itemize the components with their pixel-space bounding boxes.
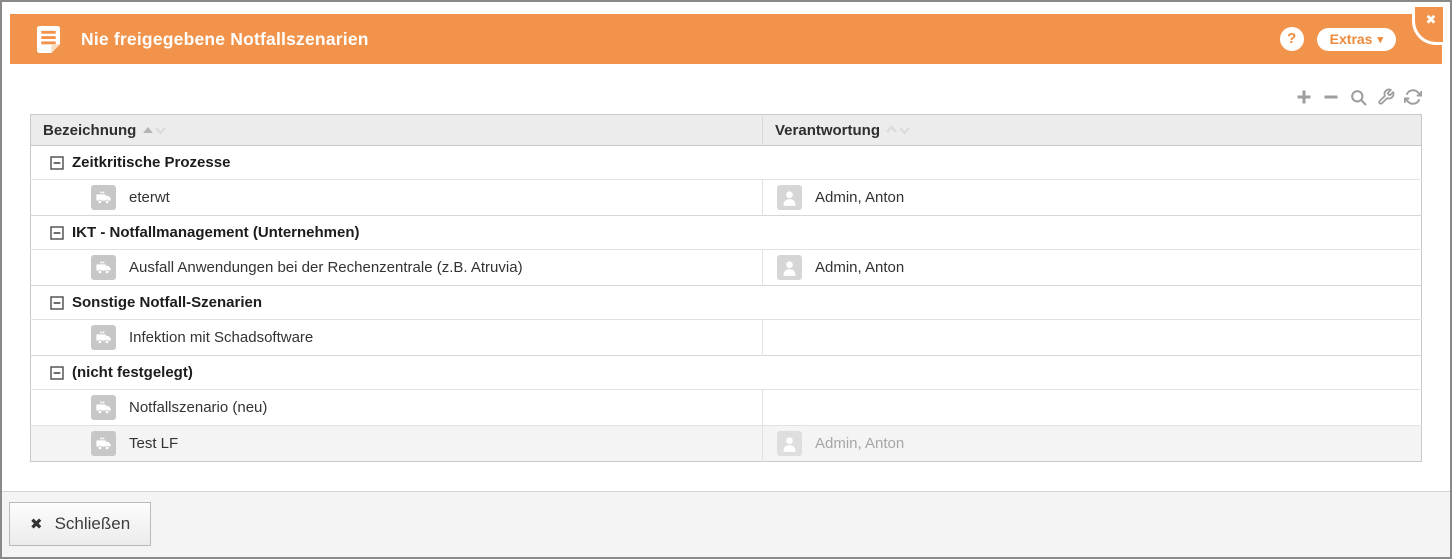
sort-asc-icon: [143, 127, 167, 135]
dialog-titlebar: Nie freigegebene Notfallszenarien ? Extr…: [10, 7, 1443, 64]
group-row[interactable]: Sonstige Notfall-Szenarien: [30, 285, 1422, 320]
group-label: Sonstige Notfall-Szenarien: [72, 294, 263, 311]
table-row[interactable]: Notfallszenario (neu): [30, 389, 1422, 426]
schliessen-label: Schließen: [54, 514, 131, 533]
sort-icons: [886, 125, 910, 135]
scenario-icon: [91, 431, 116, 456]
search-icon: [1351, 89, 1367, 106]
extras-button[interactable]: Extras ▾: [1316, 27, 1396, 51]
content-spacer: [10, 462, 1442, 491]
scenario-icon: [91, 325, 116, 350]
group-row[interactable]: IKT - Notfallmanagement (Unternehmen): [30, 215, 1422, 250]
group-row[interactable]: (nicht festgelegt): [30, 355, 1422, 390]
plus-icon: [1297, 90, 1311, 104]
help-button[interactable]: ?: [1279, 27, 1304, 51]
refresh-icon: [1404, 89, 1422, 105]
minus-icon: [1324, 95, 1338, 99]
group-label: (nicht festgelegt): [72, 364, 193, 381]
table-row[interactable]: Ausfall Anwendungen bei der Rechenzentra…: [30, 249, 1422, 286]
scenario-name: Infektion mit Schadsoftware: [129, 329, 314, 346]
scenario-name: Notfallszenario (neu): [129, 399, 268, 416]
search-button[interactable]: [1349, 88, 1368, 107]
person-icon: [777, 431, 802, 456]
column-header-verantwortung[interactable]: Verantwortung: [762, 114, 1422, 146]
table-row[interactable]: Infektion mit Schadsoftware: [30, 319, 1422, 356]
schliessen-button[interactable]: ✖ Schließen: [9, 502, 152, 546]
table-header-row: Bezeichnung Verantwortung: [30, 114, 1422, 146]
titlebar-actions: ? Extras ▾: [1279, 27, 1396, 51]
scenario-icon: [91, 185, 116, 210]
wrench-icon: [1378, 88, 1395, 105]
collapse-icon[interactable]: [50, 155, 64, 170]
column-label: Bezeichnung: [43, 121, 137, 139]
document-icon: [36, 25, 61, 54]
group-row[interactable]: Zeitkritische Prozesse: [30, 145, 1422, 180]
table-row[interactable]: eterwt Admin, Anton: [30, 179, 1422, 216]
collapse-icon[interactable]: [50, 225, 64, 240]
empty-responsible-cell: [762, 389, 1422, 426]
responsible-name: Admin, Anton: [815, 259, 905, 276]
scenario-table: Bezeichnung Verantwortung: [30, 114, 1422, 462]
responsible-name: Admin, Anton: [815, 189, 905, 206]
person-icon: [777, 185, 802, 210]
dialog-title: Nie freigegebene Notfallszenarien: [81, 28, 369, 49]
table-row[interactable]: Test LF Admin, Anton: [30, 425, 1422, 462]
scenario-icon: [91, 395, 116, 420]
collapse-icon[interactable]: [50, 295, 64, 310]
person-icon: [777, 255, 802, 280]
refresh-button[interactable]: [1404, 88, 1422, 106]
collapse-icon[interactable]: [50, 365, 64, 380]
responsible-name: Admin, Anton: [815, 435, 905, 452]
scenario-icon: [91, 255, 116, 280]
empty-responsible-cell: [762, 319, 1422, 356]
extras-label: Extras: [1329, 31, 1373, 47]
scenario-name: eterwt: [129, 189, 170, 206]
close-button[interactable]: ✖: [1412, 7, 1443, 45]
group-label: IKT - Notfallmanagement (Unternehmen): [72, 224, 360, 241]
remove-button[interactable]: [1322, 88, 1340, 106]
close-icon: ✖: [1425, 13, 1437, 28]
settings-button[interactable]: [1377, 88, 1395, 106]
dialog-footer: ✖ Schließen: [2, 491, 1450, 557]
column-header-bezeichnung[interactable]: Bezeichnung: [30, 114, 763, 146]
chevron-down-icon: ▾: [1377, 33, 1383, 46]
close-x-icon: ✖: [30, 515, 43, 533]
group-label: Zeitkritische Prozesse: [72, 154, 231, 171]
scenario-name: Test LF: [129, 435, 179, 452]
add-button[interactable]: [1295, 88, 1313, 106]
scenario-name: Ausfall Anwendungen bei der Rechenzentra…: [129, 259, 523, 276]
grid-toolbar: [30, 87, 1422, 107]
column-label: Verantwortung: [775, 121, 881, 139]
